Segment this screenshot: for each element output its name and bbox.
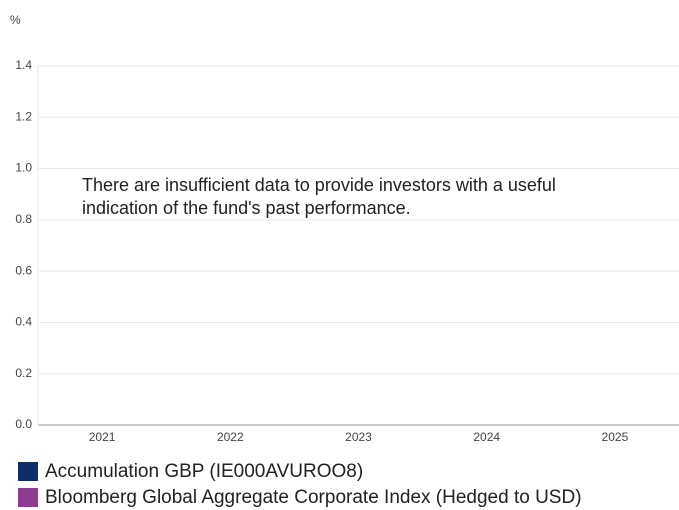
legend-swatch <box>18 462 38 481</box>
x-tick-label: 2024 <box>473 430 500 444</box>
y-tick-label: 0.8 <box>15 212 32 226</box>
y-tick-label: 0.6 <box>15 263 32 277</box>
annotation: There are insufficient data to provide i… <box>82 175 556 195</box>
y-tick-label: 0.0 <box>15 417 32 431</box>
y-axis-label: % <box>10 13 21 27</box>
y-tick-label: 1.2 <box>15 109 32 123</box>
x-tick-label: 2025 <box>602 430 629 444</box>
y-tick-label: 0.4 <box>15 315 32 329</box>
y-tick-label: 0.2 <box>15 366 32 380</box>
annotation: indication of the fund's past performanc… <box>82 198 411 218</box>
legend-swatch <box>18 488 38 507</box>
legend-label: Accumulation GBP (IE000AVUROO8) <box>45 461 363 482</box>
x-tick-label: 2021 <box>89 430 116 444</box>
y-tick-label: 1.0 <box>15 161 32 175</box>
y-tick-label: 1.4 <box>15 58 32 72</box>
x-tick-label: 2023 <box>345 430 372 444</box>
legend-label: Bloomberg Global Aggregate Corporate Ind… <box>45 487 582 508</box>
x-tick-label: 2022 <box>217 430 244 444</box>
